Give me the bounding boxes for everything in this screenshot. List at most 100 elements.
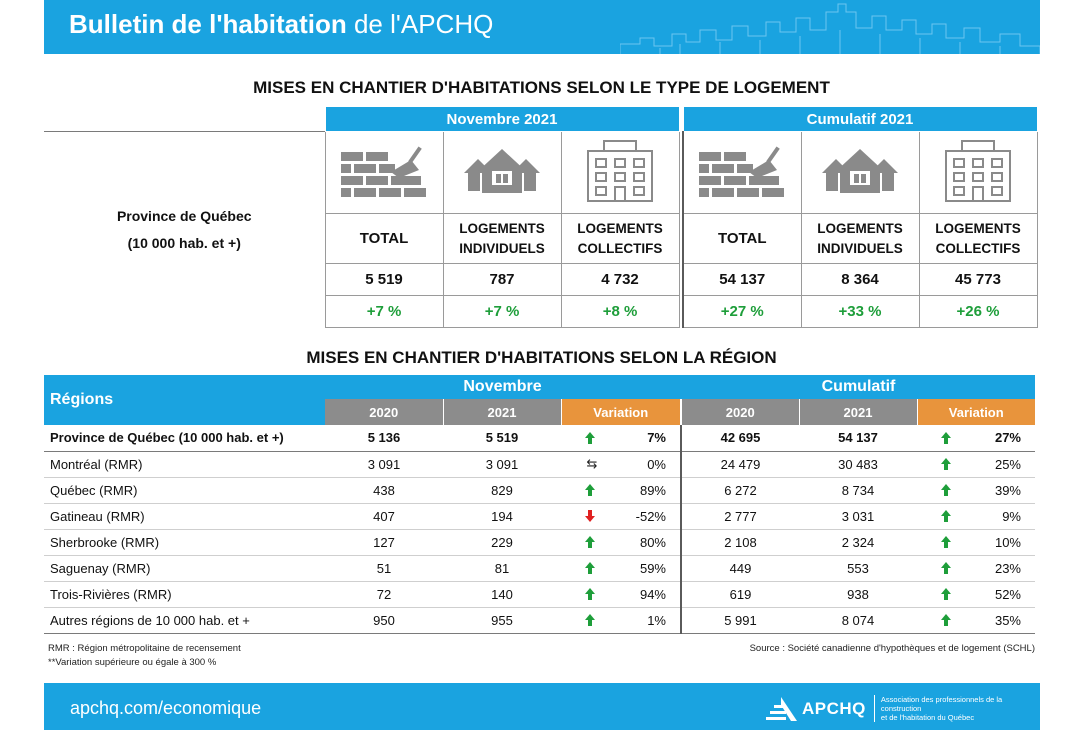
region-table: Régions Novembre Cumulatif 2020 2021 Var… — [44, 375, 1035, 634]
arrow-up-icon — [585, 484, 595, 496]
month-variation: -52% — [561, 503, 681, 530]
association-line1: Association des professionnels de la con… — [880, 695, 1003, 713]
bricks-trowel-icon — [341, 146, 426, 197]
cumul-2020-value: 24 479 — [680, 451, 799, 478]
cumul-2021-value: 30 483 — [799, 451, 917, 478]
value-cell: 5 519 — [324, 263, 444, 296]
variation-value: 23% — [994, 560, 1021, 576]
cumul-2020-value: 2 777 — [680, 503, 799, 530]
label-line2: INDIVIDUELS — [817, 240, 903, 256]
variation-value: 9% — [1002, 508, 1021, 524]
cumul-2021-value: 2 324 — [799, 529, 917, 556]
apchq-logo-icon — [766, 696, 797, 721]
variation-value: 0% — [647, 456, 666, 472]
icon-cell — [560, 131, 680, 214]
label-line1: LOGEMENTS — [935, 220, 1021, 236]
variation-value: 94% — [639, 586, 666, 602]
month-2021-value: 955 — [443, 607, 561, 634]
value-cell: 54 137 — [682, 263, 802, 296]
group-header-month: Novembre 2021 — [324, 106, 680, 132]
table-row: Trois-Rivières (RMR) 72 140 94% 619 938 52% — [44, 581, 1035, 608]
change-cell: +7 % — [442, 295, 562, 328]
value-cell: 8 364 — [800, 263, 920, 296]
month-2020-value: 5 136 — [325, 425, 443, 452]
variation-value: 25% — [994, 456, 1021, 472]
region-name: Montréal (RMR) — [44, 451, 325, 478]
label-line2: COLLECTIFS — [935, 240, 1021, 256]
subheader-variation: Variation — [917, 399, 1035, 425]
cumul-2020-value: 619 — [680, 581, 799, 608]
arrow-up-icon — [585, 588, 595, 600]
variation-value: 59% — [639, 560, 666, 576]
month-2020-value: 407 — [325, 503, 443, 530]
bulletin-title-bold: Bulletin de l'habitation — [69, 9, 347, 39]
region-name: Québec (RMR) — [44, 477, 325, 504]
month-2020-value: 950 — [325, 607, 443, 634]
group-header-month: Novembre — [325, 375, 681, 399]
change-cell: +27 % — [682, 295, 802, 328]
arrow-up-icon — [941, 431, 951, 444]
group-header-cumul: Cumulatif — [680, 375, 1035, 399]
change-cell: +26 % — [918, 295, 1038, 328]
month-2021-value: 194 — [443, 503, 561, 530]
arrow-up-icon — [941, 510, 951, 522]
table-row: Province de Québec (10 000 hab. et +) 5 1… — [44, 425, 1035, 452]
arrow-up-icon — [585, 536, 595, 548]
label-line2: COLLECTIFS — [577, 240, 663, 256]
cumul-variation: 9% — [917, 503, 1035, 530]
group-header-cumul: Cumulatif 2021 — [682, 106, 1038, 132]
cumul-variation: 35% — [917, 607, 1035, 634]
month-2021-value: 5 519 — [443, 425, 561, 452]
association-line2: et de l'habitation du Québec — [880, 713, 975, 722]
arrow-up-icon — [941, 562, 951, 574]
month-2020-value: 3 091 — [325, 451, 443, 478]
subheader-2021: 2021 — [799, 399, 918, 425]
cumul-2021-value: 8 074 — [799, 607, 917, 634]
variation-value: 35% — [994, 612, 1021, 628]
house-icon — [464, 149, 540, 193]
label-line2: INDIVIDUELS — [459, 240, 545, 256]
month-2021-value: 3 091 — [443, 451, 561, 478]
month-2020-value: 51 — [325, 555, 443, 582]
month-2021-value: 140 — [443, 581, 561, 608]
section-region-title: MISES EN CHANTIER D'HABITATIONS SELON LA… — [306, 348, 777, 367]
cumul-variation: 25% — [917, 451, 1035, 478]
label-line1: LOGEMENTS — [817, 220, 903, 236]
month-2021-value: 829 — [443, 477, 561, 504]
month-variation: 59% — [561, 555, 681, 582]
variation-value: 7% — [647, 430, 666, 446]
arrow-flat-icon: ⇆ — [586, 456, 598, 471]
apchq-logo-text: APCHQ — [802, 698, 866, 718]
change-cell: +8 % — [560, 295, 680, 328]
empty-corner — [44, 107, 325, 132]
variation-value: -52% — [635, 508, 666, 524]
region-name: Sherbrooke (RMR) — [44, 529, 325, 556]
variation-value: 89% — [639, 482, 666, 498]
label-line1: LOGEMENTS — [577, 220, 663, 236]
change-cell: +7 % — [324, 295, 444, 328]
month-variation: 1% — [561, 607, 681, 634]
bricks-trowel-icon — [699, 146, 785, 197]
footer-url-link[interactable]: apchq.com/economique — [70, 698, 262, 718]
column-label-total: TOTAL — [682, 213, 802, 264]
header-banner: Bulletin de l'habitation de l'APCHQ — [44, 0, 1040, 54]
month-variation: 89% — [561, 477, 681, 504]
value-cell: 4 732 — [560, 263, 680, 296]
arrow-up-icon — [941, 588, 951, 600]
month-variation: 7% — [561, 425, 681, 452]
column-label-individual: LOGEMENTS INDIVIDUELS — [442, 213, 562, 264]
variation-value: 52% — [994, 586, 1021, 602]
region-name: Autres régions de 10 000 hab. et + — [44, 607, 325, 634]
cumul-variation: 10% — [917, 529, 1035, 556]
apartment-building-icon — [587, 140, 653, 202]
housing-type-table: Novembre 2021 Cumulatif 2021 Province de… — [44, 106, 1038, 328]
association-text: Association des professionnels de la con… — [873, 695, 1044, 722]
city-skyline-icon — [620, 3, 1040, 54]
column-label-individual: LOGEMENTS INDIVIDUELS — [800, 213, 920, 264]
subheader-variation: Variation — [561, 399, 681, 425]
arrow-up-icon — [585, 614, 595, 626]
table-row: Autres régions de 10 000 hab. et +950 955… — [44, 607, 1035, 634]
subheader-2021: 2021 — [443, 399, 562, 425]
month-variation: 80% — [561, 529, 681, 556]
region-name: Gatineau (RMR) — [44, 503, 325, 530]
